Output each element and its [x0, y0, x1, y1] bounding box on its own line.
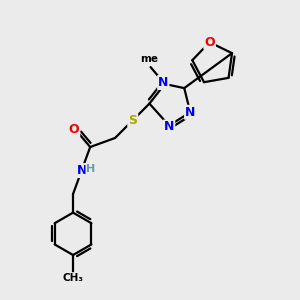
Text: S: S — [128, 114, 137, 127]
Text: CH₃: CH₃ — [62, 273, 83, 283]
Text: me: me — [140, 54, 158, 64]
Text: H: H — [86, 164, 96, 174]
Text: N: N — [158, 76, 169, 89]
Text: N: N — [76, 164, 87, 177]
Text: O: O — [69, 123, 79, 136]
Text: N: N — [164, 121, 174, 134]
Text: O: O — [204, 36, 215, 49]
Text: N: N — [185, 106, 196, 119]
